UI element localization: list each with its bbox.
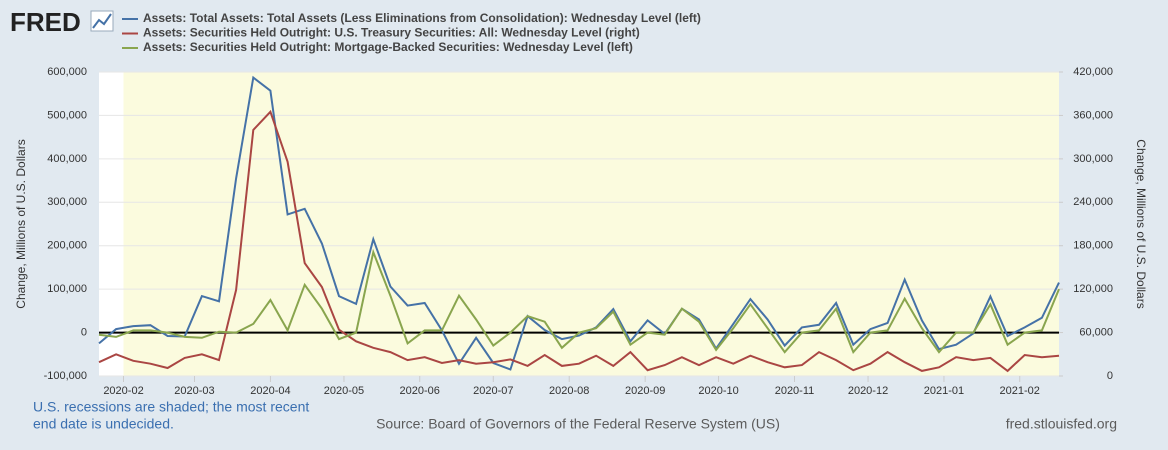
y-tick-label: 0 (81, 326, 87, 338)
y2-tick-label: 420,000 (1073, 66, 1113, 78)
y2-tick-label: 300,000 (1073, 153, 1113, 165)
x-tick-label: 2021-01 (924, 385, 964, 397)
note: U.S. recessions are shaded; the most rec… (33, 399, 309, 415)
x-tick-label: 2020-03 (174, 385, 214, 397)
x-tick-label: 2020-10 (698, 385, 738, 397)
y-tick-label: 400,000 (47, 153, 87, 165)
x-tick-label: 2020-12 (848, 385, 888, 397)
recession-shading (123, 72, 1059, 376)
y-axis-title: Change, Millions of U.S. Dollars (14, 139, 28, 308)
logo-icon-line (92, 13, 112, 29)
series-line (98, 248, 1060, 354)
series-line (98, 109, 1060, 373)
x-tick-label: 2020-11 (775, 385, 815, 397)
x-tick-label: 2020-05 (324, 385, 364, 397)
x-tick-label: 2020-06 (400, 385, 440, 397)
legend-label: Assets: Total Assets: Total Assets (Less… (143, 11, 701, 25)
y2-tick-label: 120,000 (1073, 283, 1113, 295)
y2-tick-label: 60,000 (1079, 326, 1113, 338)
y-tick-label: 600,000 (47, 66, 87, 78)
y-tick-label: 100,000 (47, 283, 87, 295)
x-tick-label: 2020-07 (473, 385, 513, 397)
note: end date is undecided. (33, 416, 174, 432)
y-tick-label: 300,000 (47, 196, 87, 208)
x-tick-label: 2020-04 (250, 385, 290, 397)
x-tick-label: 2020-02 (103, 385, 143, 397)
y2-axis-title: Change, Millions of U.S. Dollars (1134, 139, 1148, 308)
y2-tick-label: 360,000 (1073, 109, 1113, 121)
y2-tick-label: 0 (1107, 370, 1113, 382)
logo-icon (90, 10, 114, 32)
y2-tick-label: 180,000 (1073, 240, 1113, 252)
x-tick-label: 2020-09 (625, 385, 665, 397)
y-tick-label: 200,000 (47, 240, 87, 252)
legend-label: Assets: Securities Held Outright: U.S. T… (143, 26, 640, 40)
series-line (98, 75, 1060, 371)
legend-label: Assets: Securities Held Outright: Mortga… (143, 40, 633, 54)
y-tick-label: 500,000 (47, 109, 87, 121)
y2-tick-label: 240,000 (1073, 196, 1113, 208)
logo: FRED (10, 7, 81, 37)
y-tick-label: -100,000 (44, 370, 87, 382)
x-tick-label: 2021-02 (1000, 385, 1040, 397)
x-tick-label: 2020-08 (549, 385, 589, 397)
source: Source: Board of Governors of the Federa… (376, 416, 780, 432)
site: fred.stlouisfed.org (1006, 416, 1117, 432)
